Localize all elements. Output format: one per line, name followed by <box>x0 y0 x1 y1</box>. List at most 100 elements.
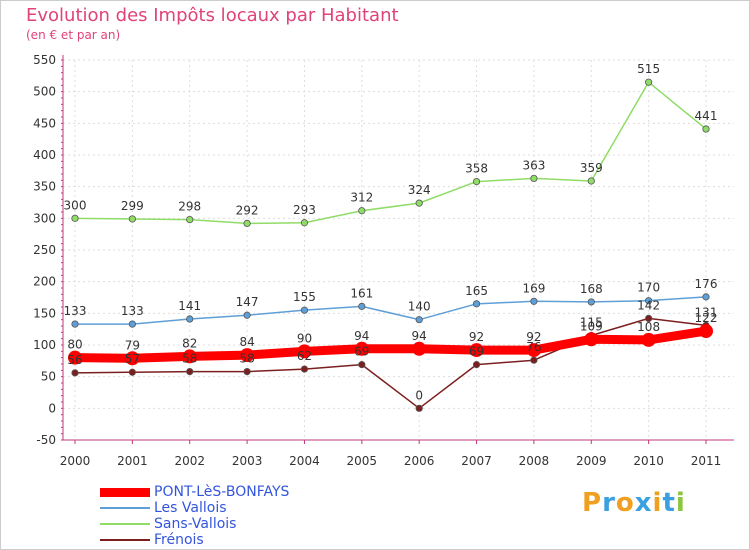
y-tick-label: 100 <box>33 338 56 352</box>
data-label: 324 <box>408 183 431 197</box>
legend-label-les-vallois: Les Vallois <box>154 500 227 516</box>
data-point <box>526 343 541 358</box>
data-label: 133 <box>64 304 87 318</box>
data-point <box>699 324 713 339</box>
logo-letter: i <box>675 488 686 518</box>
data-point <box>645 297 653 305</box>
data-label: 142 <box>637 298 660 312</box>
data-label: 94 <box>354 329 369 343</box>
data-label: 292 <box>236 203 259 217</box>
data-point <box>128 368 136 376</box>
logo-letter: r <box>602 488 616 518</box>
y-tick-label: 500 <box>33 85 56 99</box>
data-point <box>243 219 251 227</box>
chart-subtitle: (en € et par an) <box>26 28 121 42</box>
data-point <box>415 199 423 207</box>
data-label: 141 <box>178 299 201 313</box>
data-point <box>186 367 194 376</box>
legend-swatch-sans-vallois <box>100 523 150 525</box>
y-tick-label: 50 <box>41 370 56 384</box>
series-line <box>74 296 707 325</box>
legend-swatch-pont <box>100 487 150 497</box>
y-tick-label: 200 <box>33 275 56 289</box>
data-point <box>300 306 309 314</box>
legend-swatch-frenois <box>100 539 150 541</box>
data-point <box>587 177 595 185</box>
x-tick-label: 2000 <box>60 454 91 468</box>
data-point <box>68 350 82 365</box>
data-label: 312 <box>350 191 373 205</box>
data-point <box>530 174 538 183</box>
data-point <box>71 320 79 328</box>
logo-letter: x <box>634 488 653 518</box>
data-label: 58 <box>182 352 197 366</box>
x-tick-label: 2004 <box>289 454 320 468</box>
series-line <box>74 81 707 225</box>
y-tick-label: 0 <box>48 401 56 415</box>
data-point <box>128 215 136 223</box>
data-label: 62 <box>297 349 312 363</box>
x-tick-label: 2011 <box>691 454 722 468</box>
data-label: 108 <box>637 320 660 334</box>
data-point <box>587 298 595 306</box>
proxiti-logo: Proxiti <box>582 488 686 518</box>
data-label: 169 <box>522 281 545 295</box>
data-point <box>641 332 656 347</box>
data-label: 92 <box>526 330 541 344</box>
data-label: 122 <box>695 311 718 325</box>
data-label: 92 <box>469 330 484 344</box>
data-label: 363 <box>522 158 545 172</box>
data-label: 84 <box>239 335 254 349</box>
data-label: 176 <box>695 277 718 291</box>
y-tick-label: 400 <box>33 148 56 162</box>
data-point <box>584 332 599 347</box>
y-tick-label: 350 <box>33 180 56 194</box>
data-label: 441 <box>695 109 718 123</box>
data-label: 140 <box>408 300 431 314</box>
x-tick-label: 2002 <box>174 454 205 468</box>
chart-legend: PONT-LèS-BONFAYS Les Vallois Sans-Valloi… <box>100 484 289 548</box>
data-label: 298 <box>178 200 201 214</box>
data-label: 299 <box>121 199 144 213</box>
logo-letter: t <box>662 488 676 518</box>
data-label: 56 <box>67 353 82 367</box>
data-label: 293 <box>293 203 316 217</box>
data-point <box>297 344 312 359</box>
x-tick-label: 2009 <box>576 454 607 468</box>
data-label: 165 <box>465 284 488 298</box>
data-label: 515 <box>637 62 660 76</box>
data-point <box>530 356 538 364</box>
y-tick-label: -50 <box>36 433 56 447</box>
legend-label-sans-vallois: Sans-Vallois <box>154 516 237 532</box>
data-label: 0 <box>415 388 423 402</box>
data-label: 69 <box>469 345 484 359</box>
data-point <box>300 365 309 373</box>
logo-letter: P <box>582 488 603 518</box>
data-label: 57 <box>125 352 140 366</box>
data-point <box>125 351 140 366</box>
x-tick-label: 2005 <box>347 454 378 468</box>
data-point <box>71 369 79 377</box>
legend-swatch-les-vallois <box>100 507 150 509</box>
data-label: 82 <box>182 336 197 350</box>
logo-letter: i <box>652 488 663 518</box>
y-tick-label: 250 <box>33 243 56 257</box>
x-tick-label: 2001 <box>117 454 148 468</box>
data-point <box>702 125 710 133</box>
data-label: 170 <box>637 281 660 295</box>
logo-letter: o <box>615 488 635 518</box>
legend-label-frenois: Frénois <box>154 532 204 548</box>
data-point <box>358 302 366 310</box>
legend-label-pont: PONT-LèS-BONFAYS <box>154 484 290 500</box>
y-tick-label: 300 <box>33 211 56 225</box>
x-tick-label: 2006 <box>404 454 435 468</box>
y-tick-label: 450 <box>33 116 56 130</box>
data-point <box>182 349 197 364</box>
data-point <box>472 178 481 186</box>
data-point <box>300 219 309 227</box>
x-tick-label: 2010 <box>633 454 664 468</box>
data-label: 359 <box>580 161 603 175</box>
data-label: 147 <box>236 295 259 309</box>
data-label: 168 <box>580 282 603 296</box>
